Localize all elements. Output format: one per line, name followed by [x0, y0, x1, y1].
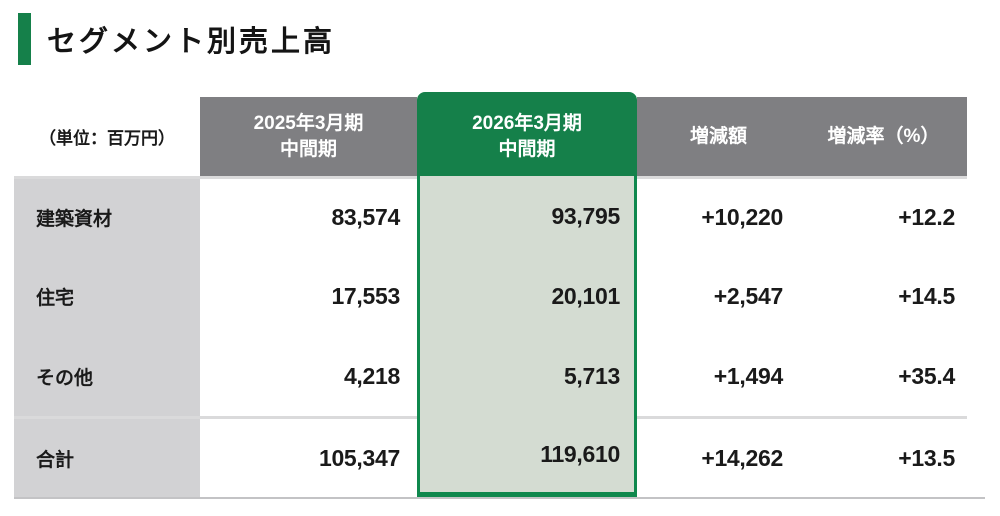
col-header-fy2026-line1: 2026年3月期 [472, 112, 582, 134]
value-change: +10,220 [637, 176, 800, 256]
value-change: +1,494 [637, 336, 800, 416]
table-bottom-border [14, 497, 985, 499]
row-label-other: その他 [14, 336, 200, 416]
col-header-fy2026-line2: 中間期 [498, 138, 556, 160]
title-accent-bar [18, 13, 31, 65]
row-label-building-materials: 建築資材 [14, 176, 200, 256]
page-title: セグメント別売上高 [47, 26, 336, 58]
value-change-rate-total: +13.5 [800, 416, 967, 497]
value-change-total: +14,262 [637, 416, 800, 497]
value-change: +2,547 [637, 256, 800, 336]
value-fy2025-total: 105,347 [200, 416, 417, 497]
col-header-fy2026-highlighted: 2026年3月期 中間期 [417, 92, 637, 176]
section-title-block: セグメント別売上高 [18, 13, 335, 65]
value-fy2025: 17,553 [200, 256, 417, 336]
col-header-fy2025-line2: 中間期 [279, 138, 337, 160]
unit-label: （単位：百万円） [14, 97, 200, 176]
col-header-fy2025: 2025年3月期 中間期 [200, 97, 417, 176]
value-fy2025: 4,218 [200, 336, 417, 416]
value-fy2026-highlighted: 20,101 [417, 256, 637, 336]
value-change-rate: +12.2 [800, 176, 967, 256]
value-change-rate: +14.5 [800, 256, 967, 336]
col-header-fy2025-line1: 2025年3月期 [253, 112, 364, 134]
value-fy2026-highlighted: 93,795 [417, 176, 637, 256]
col-header-change: 増減額 [637, 97, 800, 176]
value-fy2025: 83,574 [200, 176, 417, 256]
value-change-rate: +35.4 [800, 336, 967, 416]
segment-sales-table: （単位：百万円） 2025年3月期 中間期 2026年3月期 中間期 増減額 増… [14, 92, 967, 497]
row-label-total: 合計 [14, 416, 200, 497]
value-fy2026-total-highlighted: 119,610 [417, 416, 637, 497]
value-fy2026-highlighted: 5,713 [417, 336, 637, 416]
row-label-housing: 住宅 [14, 256, 200, 336]
col-header-change-rate: 増減率（%） [800, 97, 967, 176]
